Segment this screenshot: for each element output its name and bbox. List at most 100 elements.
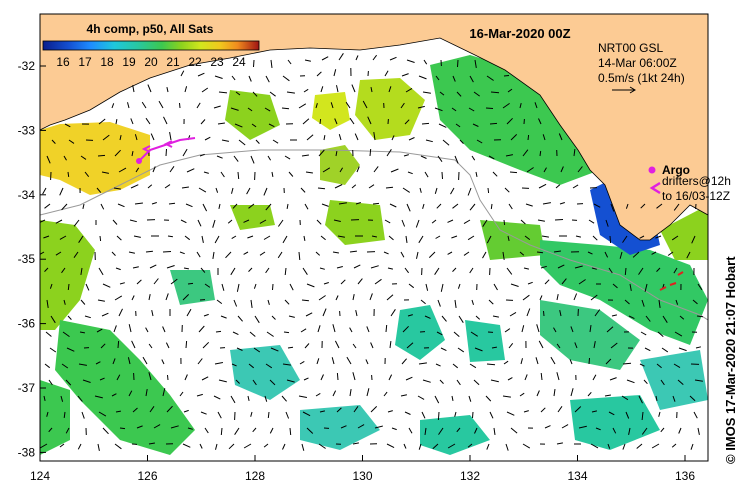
current-vector [200, 267, 206, 273]
current-vector [553, 250, 561, 253]
x-tick-label: 134 [567, 469, 587, 483]
current-vector [488, 299, 494, 305]
current-vector [282, 75, 290, 82]
current-vector [215, 330, 222, 333]
current-vector [534, 102, 538, 109]
current-vector [148, 343, 153, 349]
current-vector [405, 376, 413, 381]
current-vector [367, 116, 372, 125]
current-vector [643, 379, 648, 385]
current-vector [400, 102, 405, 109]
current-vector [267, 155, 272, 161]
current-vector [320, 86, 324, 93]
current-vector [418, 75, 427, 80]
colorbar: 4h comp, p50, All Sats 16 17 18 19 20 21 22 23 2… [42, 22, 260, 69]
current-vector [544, 425, 551, 429]
current-vector [282, 443, 286, 450]
current-vector [243, 443, 252, 449]
colorbar-tick-label: 22 [188, 55, 202, 69]
current-vector [237, 171, 240, 180]
current-vector [228, 443, 235, 450]
current-vector [214, 75, 223, 79]
current-vector [298, 251, 301, 261]
current-vector [369, 293, 373, 301]
current-vector [145, 117, 151, 125]
current-vector [55, 219, 63, 224]
current-info-box: NRT00 GSL 14-Mar 06:00Z 0.5m/s (1kt 24h) [598, 41, 685, 94]
current-vector [111, 393, 117, 397]
current-vector [692, 299, 698, 305]
current-vector [612, 427, 617, 434]
current-vector [435, 363, 441, 367]
current-vector [218, 379, 227, 383]
current-vector [113, 187, 121, 190]
current-vector [170, 278, 178, 285]
current-vector [68, 139, 75, 144]
current-vector [55, 251, 62, 256]
current-vector [473, 379, 480, 386]
current-vector [588, 357, 590, 365]
current-vector [303, 235, 306, 241]
current-vector [593, 203, 601, 208]
current-vector [303, 377, 309, 381]
current-vector [102, 283, 111, 288]
current-vector [640, 331, 647, 336]
current-vector [215, 443, 218, 450]
current-vector [353, 264, 361, 269]
current-vector [671, 443, 677, 448]
current-vector [284, 299, 290, 305]
current-vector [235, 379, 240, 384]
current-vector [319, 267, 325, 270]
current-vector [288, 315, 295, 318]
current-vector [486, 75, 494, 81]
colorbar-tick-label: 23 [210, 55, 224, 69]
current-vector [322, 308, 327, 317]
map-title: 16-Mar-2020 00Z [469, 26, 570, 41]
current-vector [317, 187, 326, 190]
current-vector [587, 251, 593, 255]
current-vector [322, 167, 331, 173]
current-vector [73, 251, 79, 258]
current-vector [180, 219, 187, 224]
current-vector [624, 299, 630, 305]
current-vector [573, 149, 576, 157]
current-vector [98, 411, 107, 417]
current-vector [556, 372, 560, 381]
current-vector [345, 101, 351, 109]
current-vector [424, 315, 431, 319]
current-vector [78, 363, 87, 366]
current-vector [436, 203, 442, 209]
current-vector [447, 219, 454, 223]
current-vector [246, 187, 251, 195]
current-vector [128, 251, 135, 254]
current-vector [374, 425, 383, 429]
current-vector [272, 139, 279, 144]
current-vector [134, 134, 138, 141]
colorbar-tick-label: 16 [56, 55, 70, 69]
current-vector [526, 167, 534, 173]
current-vector [286, 91, 295, 94]
current-vector [639, 235, 645, 239]
current-vector [67, 171, 70, 177]
current-vector [673, 203, 680, 211]
current-vector [418, 235, 424, 244]
current-vector [321, 56, 329, 61]
current-vector [474, 59, 477, 68]
current-vector [43, 395, 46, 402]
current-vector [165, 342, 170, 349]
current-vector [200, 411, 207, 415]
current-vector [221, 139, 229, 142]
x-tick-label: 136 [675, 469, 695, 483]
current-vector [609, 377, 617, 381]
current-vector [457, 59, 459, 68]
current-vector [180, 70, 185, 77]
current-vector [346, 356, 352, 365]
current-vector [424, 171, 429, 178]
current-vector [658, 411, 661, 417]
current-vector [301, 299, 309, 302]
current-vector [559, 309, 562, 317]
current-vector [542, 134, 546, 141]
current-vector [402, 187, 410, 193]
current-vector [130, 184, 139, 189]
current-vector [115, 119, 118, 125]
